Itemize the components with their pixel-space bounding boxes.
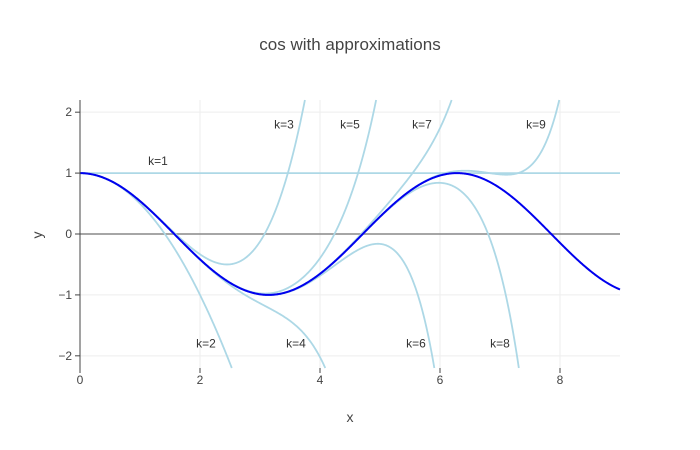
annotation-k4: k=4	[286, 337, 306, 351]
y-tick-label--2: −2	[58, 349, 72, 363]
annotation-k7: k=7	[412, 117, 432, 131]
chart-title: cos with approximations	[259, 35, 440, 54]
annotation-k8: k=8	[490, 337, 510, 351]
x-tick-label-2: 2	[197, 373, 204, 387]
x-tick-label-6: 6	[437, 373, 444, 387]
y-tick-label-1: 1	[65, 166, 72, 180]
x-tick-label-4: 4	[317, 373, 324, 387]
annotation-k3: k=3	[274, 117, 294, 131]
annotations: k=1 k=2 k=3 k=4 k=5 k=6 k=7 k=8 k=9	[148, 117, 546, 350]
y-tick-label-0: 0	[65, 227, 72, 241]
tick-labels: 0 2 4 6 8 2 1 0 −1 −2	[58, 105, 563, 387]
annotation-k1: k=1	[148, 154, 168, 168]
annotation-k6: k=6	[406, 337, 426, 351]
y-tick-label--1: −1	[58, 288, 72, 302]
x-tick-label-8: 8	[557, 373, 564, 387]
axes	[75, 100, 561, 373]
x-axis-label: x	[347, 409, 354, 425]
y-axis-label: y	[29, 232, 45, 239]
annotation-k9: k=9	[526, 117, 546, 131]
annotation-k2: k=2	[196, 337, 216, 351]
x-tick-label-0: 0	[77, 373, 84, 387]
y-tick-label-2: 2	[65, 105, 72, 119]
cos-curve	[80, 172, 621, 296]
annotation-k5: k=5	[340, 117, 360, 131]
cos-curve-layer	[80, 172, 621, 296]
